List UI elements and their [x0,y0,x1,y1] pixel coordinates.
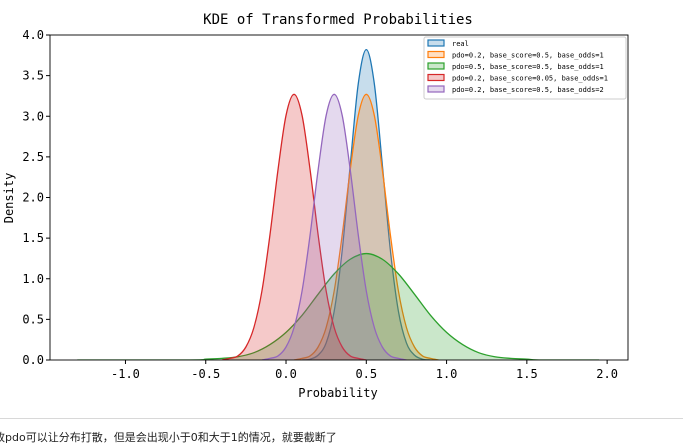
series-fill-1 [294,94,439,360]
series-fill-4 [261,94,407,360]
x-tick-label: -0.5 [191,367,220,381]
legend-swatch [427,85,445,93]
legend-label: pdo=0.5, base_score=0.5, base_odds=1 [452,63,604,71]
series-line-1 [293,93,439,360]
x-tick-label: -1.0 [111,367,140,381]
legend-swatch [427,39,445,47]
series-fill-0 [302,49,431,360]
y-tick-label: 0.5 [22,312,44,326]
note-text: 改pdo可以让分布打散，但是会出现小于0和大于1的情况，就要截断了 [0,431,337,444]
series-line-0 [302,48,431,360]
y-tick-label: 1.0 [22,272,44,286]
x-tick-label: 1.0 [436,367,458,381]
y-tick-label: 0.0 [22,353,44,367]
legend-box [423,36,627,100]
legend-label: pdo=0.2, base_score=0.5, base_odds=2 [452,86,604,94]
x-tick-label: 0.0 [275,367,297,381]
y-tick-label: 2.5 [22,150,44,164]
x-tick-label: 2.0 [596,367,618,381]
y-tick-label: 1.5 [22,231,44,245]
legend-label: real [452,40,469,48]
x-tick-label: 0.5 [355,367,377,381]
legend-swatch [427,73,445,82]
series-line-3 [221,93,367,360]
y-tick-label: 3.5 [22,69,44,83]
series-fill-3 [221,94,367,360]
legend: real pdo=0.2, base_score=0.5, base_odds=1… [423,36,627,100]
series-line-4 [261,93,407,360]
legend-swatch [427,62,445,70]
plot-area [49,34,629,361]
chart-title: KDE of Transformed Probabilities [203,12,473,28]
legend-label: pdo=0.2, base_score=0.5, base_odds=1 [452,52,604,60]
x-ticks: -1.0 -0.5 0.0 0.5 1.0 1.5 2.0 [111,360,618,381]
divider [0,418,683,419]
series-fill-2 [77,253,600,360]
y-axis-label: Density [2,173,16,224]
legend-label: pdo=0.2, base_score=0.05, base_odds=1 [452,75,608,83]
y-tick-label: 2.0 [22,191,44,205]
y-tick-label: 4.0 [22,28,44,42]
x-axis-label: Probability [298,386,377,400]
x-tick-label: 1.5 [516,367,538,381]
legend-swatch [427,50,445,59]
y-tick-label: 3.0 [22,109,44,123]
kde-chart: KDE of Transformed Probabilities Probabi… [2,12,629,400]
y-ticks: 0.0 0.5 1.0 1.5 2.0 2.5 3.0 3.5 4.0 [22,28,50,367]
